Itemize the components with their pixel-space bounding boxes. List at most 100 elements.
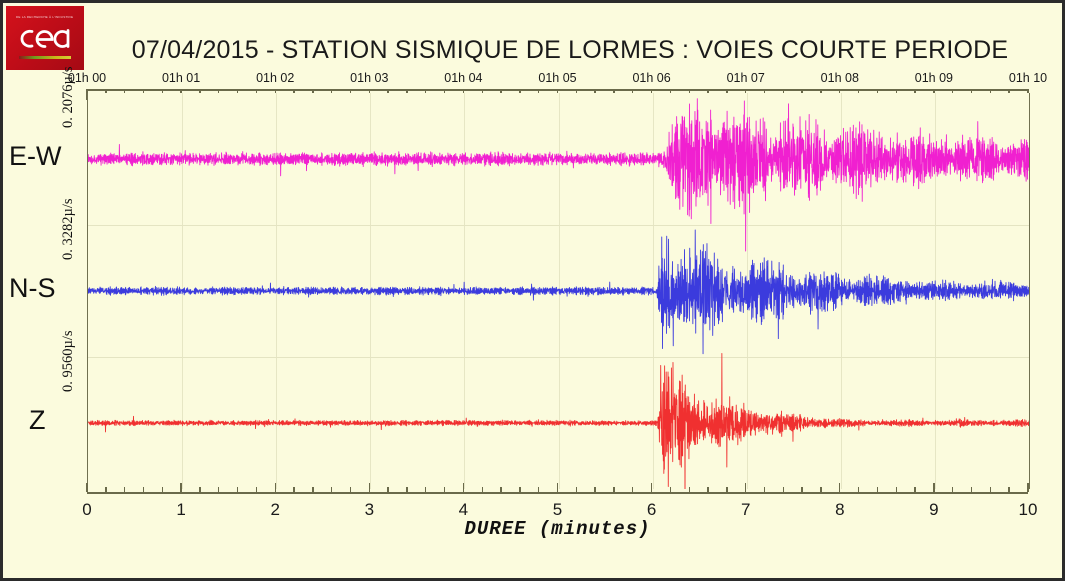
bottom-axis-minor-tick [575, 487, 577, 492]
cea-logo: DE LA RECHERCHE À L'INDUSTRIE [6, 6, 84, 70]
bottom-axis-tick-label: 6 [646, 500, 657, 519]
bottom-axis-tick-label: 3 [364, 500, 375, 519]
top-axis-minor-tick [895, 89, 897, 95]
top-axis-minor-tick [349, 89, 352, 95]
bottom-axis-minor-tick [876, 487, 879, 492]
top-axis-minor-tick [594, 89, 596, 95]
top-axis-minor-tick [688, 89, 690, 95]
bottom-axis-minor-tick [820, 487, 822, 492]
bottom-axis-minor-tick [801, 487, 803, 492]
waveform-path [88, 98, 1029, 252]
top-axis-tick-label: 01h 04 [444, 71, 483, 85]
top-axis-minor-tick [970, 89, 973, 95]
top-axis-minor-tick [763, 89, 766, 95]
top-axis-minor-tick [425, 89, 427, 95]
top-axis-minor-tick [952, 89, 954, 95]
bottom-axis-minor-tick [218, 487, 220, 492]
bottom-axis-tick [368, 483, 370, 492]
top-time-axis: 01h 00 01h 01 01h 02 01h 03 01h 04 01h 05 01h … [68, 71, 1047, 100]
top-axis-minor-tick [387, 89, 389, 95]
top-axis-minor-tick [820, 89, 822, 95]
bottom-axis-tick-label: 0 [82, 500, 92, 519]
top-axis-tick-label: 01h 00 [67, 71, 107, 85]
bottom-axis-minor-tick [142, 487, 145, 492]
bottom-axis-minor-tick [726, 487, 728, 492]
top-axis-tick-label: 01h 10 [1008, 71, 1048, 85]
waveform-path [88, 353, 1029, 489]
bottom-axis-tick [1027, 483, 1029, 492]
bottom-axis-minor-tick [161, 487, 163, 492]
bottom-axis-minor-tick [293, 487, 295, 492]
top-axis-tick-label: 01h 08 [820, 71, 859, 85]
waveform-path [88, 229, 1029, 355]
bottom-axis-minor-tick [952, 487, 954, 492]
bottom-axis-tick [462, 483, 465, 492]
top-axis-tick-label: 01h 02 [256, 71, 295, 85]
top-axis-tick-label: 01h 05 [538, 71, 577, 85]
cea-logo-colorbar [19, 56, 71, 59]
bottom-axis-minor-tick [349, 487, 352, 492]
top-axis-minor-tick [123, 89, 126, 95]
top-axis-minor-tick [255, 89, 258, 95]
top-axis-minor-tick [519, 89, 521, 95]
top-axis-minor-tick [801, 89, 803, 95]
bottom-axis-minor-tick [481, 487, 483, 492]
top-axis-minor-tick [876, 89, 879, 95]
top-axis-tick-label: 01h 07 [726, 71, 765, 85]
bottom-axis-minor-tick [688, 487, 690, 492]
top-axis-minor-tick [989, 89, 992, 95]
bottom-axis-line [87, 492, 1028, 494]
bottom-axis-minor-tick [236, 487, 239, 492]
bottom-axis-minor-tick [519, 487, 521, 492]
top-axis-minor-tick [161, 89, 163, 95]
top-axis-minor-tick [105, 89, 107, 95]
bottom-axis-minor-tick [312, 487, 314, 492]
top-axis-minor-tick [613, 89, 615, 95]
top-axis-tick-label: 01h 01 [161, 71, 201, 85]
bottom-duration-axis: 0 1 2 3 4 5 6 7 8 9 10 [82, 483, 1037, 519]
bottom-axis-minor-tick [989, 487, 992, 492]
top-axis-minor-tick [293, 89, 295, 95]
page-title: 07/04/2015 - STATION SISMIQUE DE LORMES … [131, 36, 1009, 64]
top-axis-tick-label: 01h 06 [632, 71, 671, 85]
top-axis-minor-tick [669, 89, 672, 95]
bottom-axis-minor-tick [425, 487, 427, 492]
top-axis-minor-tick [707, 89, 709, 95]
channel-amplitude-label-e-w: 0. 2076µ/s [60, 66, 76, 128]
channel-label-n-s: N-S [9, 273, 56, 303]
bottom-axis-tick [650, 483, 653, 492]
top-axis-tick-label: 01h 03 [350, 71, 389, 85]
channel-separator [88, 357, 1029, 358]
bottom-axis-minor-tick [1008, 487, 1010, 492]
bottom-axis-tick [839, 483, 841, 492]
bottom-axis-tick [745, 483, 747, 492]
top-axis-tick-label: 01h 09 [914, 71, 954, 85]
waveform-trace-z [88, 353, 1029, 489]
cea-logo-tagline: DE LA RECHERCHE À L'INDUSTRIE [16, 15, 74, 19]
bottom-axis-minor-tick [895, 487, 897, 492]
bottom-axis-minor-tick [387, 487, 389, 492]
top-axis-minor-tick [857, 89, 860, 95]
bottom-axis-tick-label: 10 [1018, 500, 1038, 519]
top-axis-minor-tick [500, 89, 502, 95]
bottom-axis-minor-tick [707, 487, 709, 492]
bottom-axis-minor-tick [500, 487, 502, 492]
top-axis-minor-tick [443, 89, 446, 95]
bottom-axis-tick [933, 483, 935, 492]
bottom-axis-minor-tick [199, 487, 201, 492]
channel-amplitude-label-z: 0. 9560µ/s [60, 330, 76, 392]
bottom-axis-minor-tick [443, 487, 446, 492]
bottom-axis-minor-tick [537, 487, 540, 492]
top-axis-minor-tick [312, 89, 314, 95]
channel-amplitude-label-n-s: 0. 3282µ/s [60, 198, 76, 260]
bottom-axis-minor-tick [406, 487, 408, 492]
top-axis-minor-tick [406, 89, 408, 95]
bottom-axis-minor-tick [970, 487, 973, 492]
bottom-axis-tick-label: 5 [552, 500, 563, 519]
top-axis-minor-tick [1008, 89, 1010, 95]
bottom-axis-tick [556, 483, 559, 492]
bottom-axis-minor-tick [632, 487, 634, 492]
top-axis-minor-tick [481, 89, 483, 95]
bottom-axis-minor-tick [914, 487, 916, 492]
